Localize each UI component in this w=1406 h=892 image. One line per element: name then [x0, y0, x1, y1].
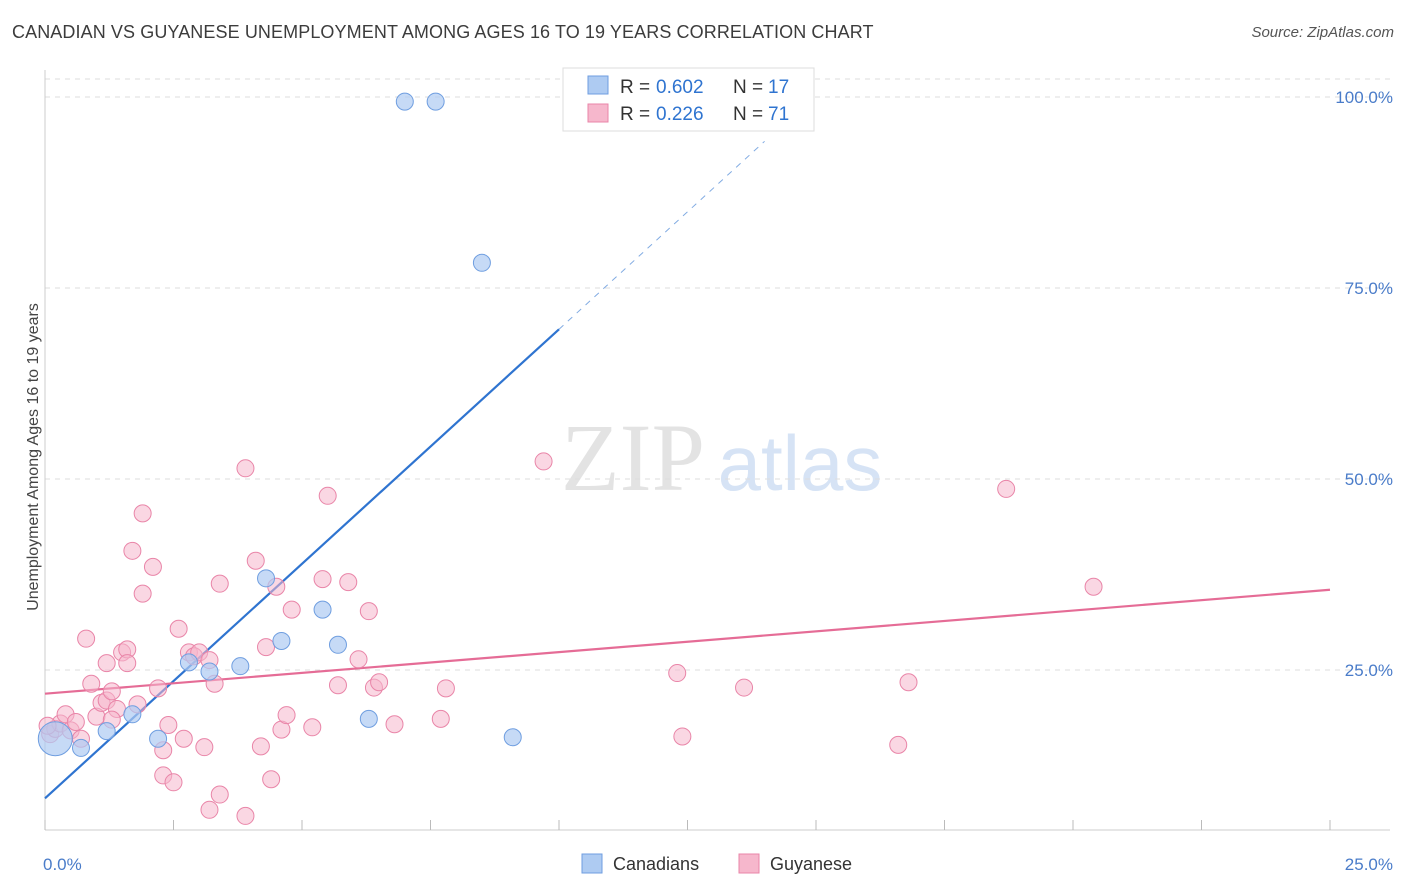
x-tick-label-max: 25.0%: [1345, 855, 1393, 874]
data-point-canadians: [395, 92, 414, 111]
data-point-guyanese: [174, 729, 193, 748]
data-point-guyanese: [169, 619, 188, 638]
data-point-canadians: [200, 662, 219, 681]
data-point-guyanese: [123, 541, 142, 560]
data-point-canadians: [359, 709, 378, 728]
y-tick-label-25: 25.0%: [1345, 661, 1393, 680]
data-point-guyanese: [303, 718, 322, 737]
data-point-guyanese: [251, 737, 270, 756]
legend-n-value-canadians: 17: [768, 77, 789, 98]
legend-r-label-guyanese: R =: [620, 104, 655, 125]
data-point-guyanese: [257, 638, 276, 657]
y-axis-label: Unemployment Among Ages 16 to 19 years: [25, 303, 42, 611]
legend-bottom-label-canadians: Canadians: [613, 854, 699, 874]
legend-r-value-guyanese: 0.226: [656, 104, 704, 125]
data-point-guyanese: [385, 715, 404, 734]
data-point-canadians: [472, 253, 491, 272]
data-points: [37, 92, 1103, 825]
data-point-guyanese: [431, 709, 450, 728]
data-point-guyanese: [66, 712, 85, 731]
axes: [44, 70, 1390, 831]
data-point-guyanese: [97, 654, 116, 673]
data-point-canadians: [179, 653, 198, 672]
legend-stats: R = 0.602 N = 17 R = 0.226 N = 71: [562, 67, 815, 132]
data-point-canadians: [149, 729, 168, 748]
legend-bottom-swatch-canadians: [581, 853, 603, 874]
data-point-canadians: [257, 569, 276, 588]
data-point-canadians: [231, 657, 250, 676]
data-point-guyanese: [313, 570, 332, 589]
data-point-guyanese: [673, 727, 692, 746]
data-point-guyanese: [899, 673, 918, 692]
trend-line-canadians-extension: [558, 140, 765, 330]
y-tick-label-75: 75.0%: [1345, 279, 1393, 298]
legend-n-label-guyanese: N =: [733, 104, 768, 125]
data-point-guyanese: [133, 584, 152, 603]
legend-swatch-canadians: [587, 75, 609, 95]
legend-n-label-canadians: N =: [733, 77, 768, 98]
data-point-guyanese: [889, 735, 908, 754]
source-credit: Source: ZipAtlas.com: [1251, 24, 1394, 41]
y-tick-label-100: 100.0%: [1335, 88, 1393, 107]
data-point-guyanese: [236, 806, 255, 825]
data-point-guyanese: [133, 504, 152, 523]
chart-title: CANADIAN VS GUYANESE UNEMPLOYMENT AMONG …: [12, 22, 874, 42]
legend-swatch-guyanese: [587, 103, 609, 123]
data-point-guyanese: [328, 676, 347, 695]
data-point-guyanese: [102, 682, 121, 701]
data-point-canadians: [272, 631, 291, 650]
data-point-guyanese: [82, 674, 101, 693]
data-point-canadians: [123, 705, 142, 724]
data-point-guyanese: [339, 573, 358, 592]
data-point-guyanese: [359, 602, 378, 621]
data-point-guyanese: [149, 679, 168, 698]
data-point-canadians: [328, 635, 347, 654]
x-tick-label-min: 0.0%: [43, 855, 82, 874]
data-point-canadians: [313, 600, 332, 619]
data-point-guyanese: [200, 800, 219, 819]
watermark-atlas: atlas: [718, 419, 883, 507]
data-point-guyanese: [77, 629, 96, 648]
data-point-guyanese: [436, 679, 455, 698]
data-point-guyanese: [318, 486, 337, 505]
grid-lines: [45, 78, 1390, 671]
data-point-guyanese: [1084, 577, 1103, 596]
legend-n-value-guyanese: 71: [768, 104, 789, 125]
data-point-guyanese: [262, 770, 281, 789]
data-point-canadians: [503, 728, 522, 747]
legend-bottom-label-guyanese: Guyanese: [770, 854, 852, 874]
data-point-guyanese: [534, 452, 553, 471]
data-point-guyanese: [195, 738, 214, 757]
data-point-canadians: [37, 721, 73, 757]
data-point-guyanese: [997, 479, 1016, 498]
data-point-guyanese: [277, 706, 296, 725]
legend-r-label-canadians: R =: [620, 77, 655, 98]
data-point-guyanese: [370, 673, 389, 692]
y-tick-label-50: 50.0%: [1345, 470, 1393, 489]
data-point-canadians: [426, 92, 445, 111]
data-point-guyanese: [118, 654, 137, 673]
trend-line-canadians: [44, 328, 560, 800]
legend-bottom-swatch-guyanese: [738, 853, 760, 874]
watermark-zip: ZIP: [561, 404, 705, 511]
data-point-guyanese: [282, 600, 301, 619]
data-point-canadians: [97, 722, 116, 741]
data-point-guyanese: [735, 678, 754, 697]
data-point-canadians: [71, 738, 90, 757]
legend-series: Canadians Guyanese: [581, 853, 852, 874]
data-point-guyanese: [164, 773, 183, 792]
data-point-guyanese: [246, 551, 265, 570]
data-point-guyanese: [668, 664, 687, 683]
legend-r-value-canadians: 0.602: [656, 77, 704, 98]
data-point-guyanese: [210, 785, 229, 804]
data-point-guyanese: [210, 574, 229, 593]
data-point-guyanese: [143, 557, 162, 576]
data-point-guyanese: [236, 459, 255, 478]
data-point-guyanese: [349, 650, 368, 669]
trend-line-guyanese: [44, 588, 1331, 695]
data-point-guyanese: [159, 716, 178, 735]
